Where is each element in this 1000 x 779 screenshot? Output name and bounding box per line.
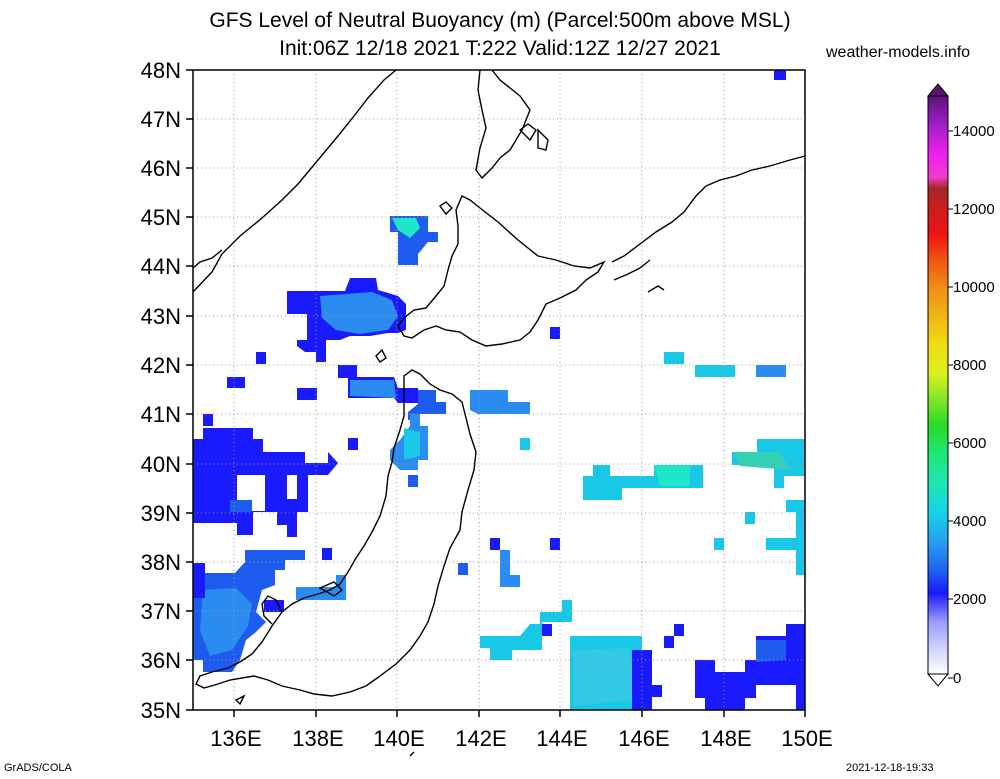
- lon-label: 148E: [700, 726, 751, 751]
- colorbar-label: 4000: [953, 513, 986, 530]
- lon-label: 150E: [781, 726, 832, 751]
- plot-frame: [192, 69, 806, 711]
- lat-label: 43N: [141, 304, 181, 329]
- lat-label: 41N: [141, 402, 181, 427]
- lat-label: 38N: [141, 550, 181, 575]
- colorbar: 0 2000 4000 6000 8000 10000 12000 14000: [926, 83, 995, 687]
- lat-label: 36N: [141, 648, 181, 673]
- graticule: [193, 70, 805, 710]
- lon-label: 142E: [455, 726, 506, 751]
- colorbar-label: 2000: [953, 591, 986, 608]
- lat-label: 46N: [141, 156, 181, 181]
- map-subtitle: Init:06Z 12/18 2021 T:222 Valid:12Z 12/2…: [279, 37, 721, 60]
- map-title: GFS Level of Neutral Buoyancy (m) (Parce…: [209, 9, 791, 32]
- colorbar-label: 12000: [953, 201, 995, 218]
- colorbar-label: 14000: [953, 123, 995, 140]
- colorbar-label: 10000: [953, 279, 995, 296]
- longitude-labels: 136E 138E 140E 142E 144E 146E 148E 150E: [210, 726, 832, 751]
- lat-label: 40N: [141, 452, 181, 477]
- lon-label: 146E: [618, 726, 669, 751]
- lat-label: 35N: [141, 698, 181, 723]
- colorbar-label: 6000: [953, 435, 986, 452]
- lat-label: 39N: [141, 501, 181, 526]
- lon-label: 144E: [536, 726, 587, 751]
- render-timestamp: 2021-12-18-19:33: [846, 762, 934, 774]
- lat-label: 42N: [141, 353, 181, 378]
- site-credit: weather-models.info: [826, 44, 971, 61]
- lat-label: 45N: [141, 205, 181, 230]
- latitude-labels: 35N 36N 37N 38N 39N 40N 41N 42N 43N 44N …: [141, 58, 181, 723]
- lon-label: 140E: [373, 726, 424, 751]
- lat-label: 44N: [141, 254, 181, 279]
- colorbar-label: 8000: [953, 357, 986, 374]
- lon-label: 138E: [292, 726, 343, 751]
- lat-label: 48N: [141, 58, 181, 83]
- lon-label: 136E: [210, 726, 261, 751]
- lnb-field: [193, 70, 805, 710]
- lat-label: 47N: [141, 107, 181, 132]
- colorbar-label: 0: [953, 670, 961, 687]
- coastlines: [192, 69, 806, 757]
- lat-label: 37N: [141, 599, 181, 624]
- axis-ticks: [186, 69, 806, 717]
- grads-credit: GrADS/COLA: [4, 762, 72, 774]
